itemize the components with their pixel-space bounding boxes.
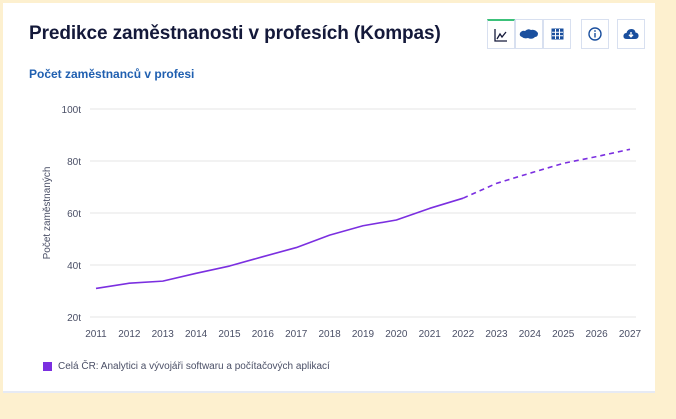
y-axis-label: Počet zaměstnaných — [42, 167, 53, 260]
info-icon — [588, 27, 602, 41]
line-chart-icon — [494, 28, 507, 42]
x-tick-label: 2021 — [419, 329, 442, 340]
x-tick-label: 2016 — [252, 329, 275, 340]
x-tick-label: 2022 — [452, 329, 475, 340]
y-tick-label: 80t — [67, 157, 81, 168]
x-tick-label: 2024 — [519, 329, 542, 340]
x-tick-label: 2023 — [485, 329, 508, 340]
x-tick-label: 2012 — [118, 329, 141, 340]
y-tick-label: 100t — [62, 105, 82, 116]
x-tick-label: 2018 — [319, 329, 342, 340]
series-line-actual — [95, 197, 464, 290]
chart-subtitle: Počet zaměstnanců v profesi — [29, 67, 195, 81]
x-tick-label: 2017 — [285, 329, 308, 340]
page-title: Predikce zaměstnanosti v profesích (Komp… — [29, 23, 441, 44]
x-tick-label: 2026 — [586, 329, 609, 340]
x-tick-label: 2011 — [85, 329, 107, 340]
info-button[interactable] — [581, 19, 609, 49]
legend-label: Celá ČR: Analytici a vývojáři softwaru a… — [58, 361, 330, 372]
y-tick-label: 40t — [67, 261, 81, 272]
series-line-forecast — [462, 148, 631, 199]
x-tick-label: 2013 — [152, 329, 175, 340]
legend-item[interactable]: Celá ČR: Analytici a vývojáři softwaru a… — [43, 361, 330, 372]
y-tick-label: 20t — [67, 313, 81, 324]
x-tick-label: 2020 — [385, 329, 408, 340]
x-tick-label: 2025 — [552, 329, 575, 340]
cloud-download-icon — [623, 29, 639, 39]
table-view-button[interactable] — [543, 19, 571, 49]
legend-swatch — [43, 362, 52, 371]
line-chart-view-button[interactable] — [487, 19, 515, 49]
download-button[interactable] — [617, 19, 645, 49]
map-icon — [519, 29, 538, 39]
line-chart: 20t 40t 60t 80t 100t 2011 2012 2013 2014 2015 2016… — [42, 105, 642, 340]
chart-card: Predikce zaměstnanosti v profesích (Komp… — [3, 3, 655, 393]
x-tick-label: 2027 — [619, 329, 642, 340]
y-tick-label: 60t — [67, 209, 81, 220]
x-tick-label: 2014 — [185, 329, 208, 340]
map-view-button[interactable] — [515, 19, 543, 49]
x-tick-label: 2019 — [352, 329, 375, 340]
table-icon — [551, 28, 563, 40]
x-tick-label: 2015 — [218, 329, 241, 340]
